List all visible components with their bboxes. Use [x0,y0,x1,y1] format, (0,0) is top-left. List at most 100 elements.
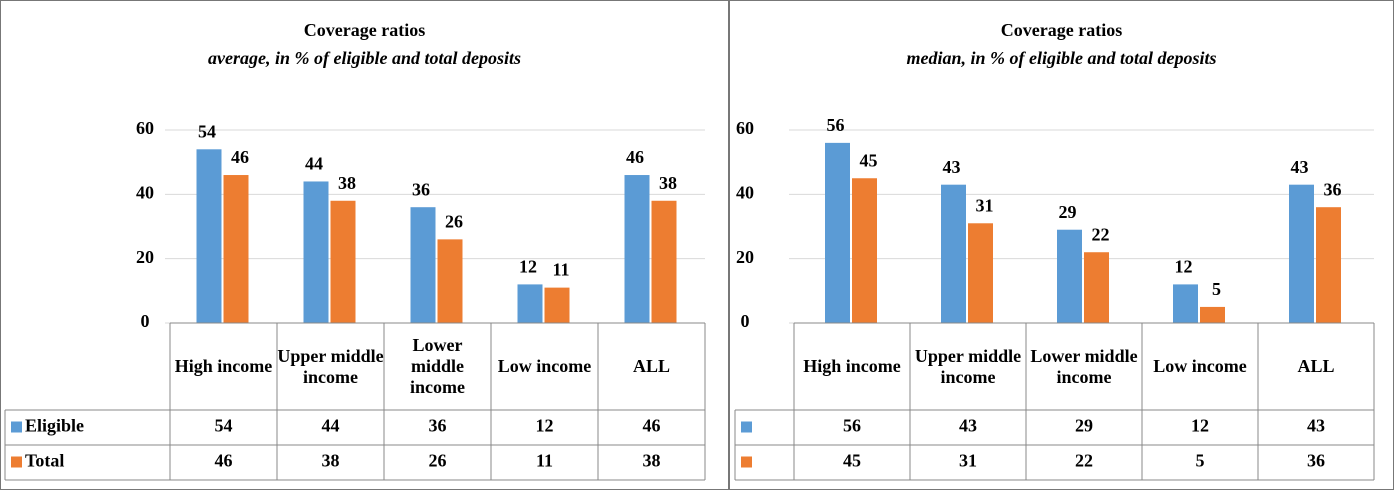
x-tick-label: High income [803,356,901,376]
bar [330,200,356,323]
data-label: 36 [1324,179,1342,199]
chart-left: Coverage ratios average, in % of eligible… [0,0,729,490]
x-tick-label: Lower middle income [410,335,465,397]
bar [825,142,850,323]
category-cell: Upper middle income [277,345,384,387]
data-label: 56 [827,115,845,135]
x-tick-label: High income [174,356,273,376]
legend-swatch [741,421,752,433]
y-tick-label: 0 [741,311,750,331]
legend-label: Eligible [25,416,84,436]
chart-title: Coverage ratios [304,20,425,40]
table-value: 22 [1075,451,1093,471]
legend-label: Total [25,451,64,471]
bar [517,284,543,323]
table-value: 54 [215,416,233,436]
y-tick-label: 60 [736,118,754,138]
y-tick-label: 20 [136,247,154,267]
bar [303,181,329,323]
data-label: 43 [1291,157,1309,177]
bar [1057,229,1082,323]
table-value: 11 [536,451,553,471]
data-label: 36 [412,179,430,199]
bar [1316,207,1341,323]
legend-swatch [11,421,22,433]
table-value: 46 [215,451,233,471]
bar [941,184,966,323]
data-label: 26 [445,211,463,231]
table-value: 38 [643,451,661,471]
legend-swatch [11,456,22,468]
y-tick-label: 20 [736,247,754,267]
bar [437,239,463,323]
table-value: 43 [959,416,977,436]
table-value: 38 [322,451,340,471]
table-value: 31 [959,451,977,471]
panel-border [0,0,729,490]
table-value: 5 [1196,451,1205,471]
table-value: 45 [843,451,861,471]
table-value: 46 [643,416,661,436]
table-value: 26 [429,451,447,471]
y-tick-label: 40 [736,182,754,202]
category-cell: Upper middle income [914,345,1022,387]
category-cell: High income [174,356,273,376]
data-label: 54 [198,121,216,141]
y-tick-label: 60 [136,118,154,138]
data-label: 38 [659,173,677,193]
x-tick-label: Low income [497,356,592,376]
bar [968,223,993,323]
x-tick-label: Upper middle income [914,345,1022,387]
bar [1084,252,1109,323]
bar [1173,284,1198,323]
y-tick-label: 40 [136,182,154,202]
category-cell: Low income [1153,356,1247,376]
chart-subtitle: median, in % of eligible and total depos… [907,48,1217,68]
y-tick-label: 0 [141,311,150,331]
x-tick-label: Upper middle income [277,345,384,387]
table-value: 12 [1191,416,1209,436]
data-label: 5 [1212,279,1221,299]
category-cell: Lower middle income [1030,345,1138,387]
bar [544,287,570,323]
bar [223,175,249,323]
x-tick-label: Low income [1153,356,1247,376]
table-value: 36 [429,416,447,436]
data-label: 46 [626,147,644,167]
data-label: 29 [1059,202,1077,222]
table-value: 43 [1307,416,1325,436]
data-label: 12 [519,257,537,277]
bar [196,149,222,323]
data-label: 44 [305,154,323,174]
x-tick-label: Lower middle income [1030,345,1138,387]
table-value: 44 [322,416,340,436]
bar [410,207,436,323]
data-label: 22 [1092,224,1110,244]
bar [624,175,650,323]
data-label: 43 [943,157,961,177]
chart-right: Coverage ratios median, in % of eligible … [729,0,1394,490]
bar [651,200,677,323]
table-value: 29 [1075,416,1093,436]
category-cell: ALL [1297,356,1335,376]
chart-title: Coverage ratios [1001,20,1122,40]
table-value: 36 [1307,451,1325,471]
x-tick-label: ALL [632,356,670,376]
bar [852,178,877,323]
bar [1200,306,1225,323]
category-cell: Low income [497,356,592,376]
bar [1289,184,1314,323]
data-label: 45 [860,150,878,170]
data-label: 46 [231,147,249,167]
chart-subtitle: average, in % of eligible and total depo… [208,48,521,68]
data-label: 38 [338,173,356,193]
data-label: 11 [552,260,569,280]
data-label: 12 [1175,257,1193,277]
x-tick-label: ALL [1297,356,1335,376]
table-value: 12 [536,416,554,436]
table-value: 56 [843,416,861,436]
legend-swatch [741,456,752,468]
category-cell: High income [803,356,901,376]
data-label: 31 [976,195,994,215]
